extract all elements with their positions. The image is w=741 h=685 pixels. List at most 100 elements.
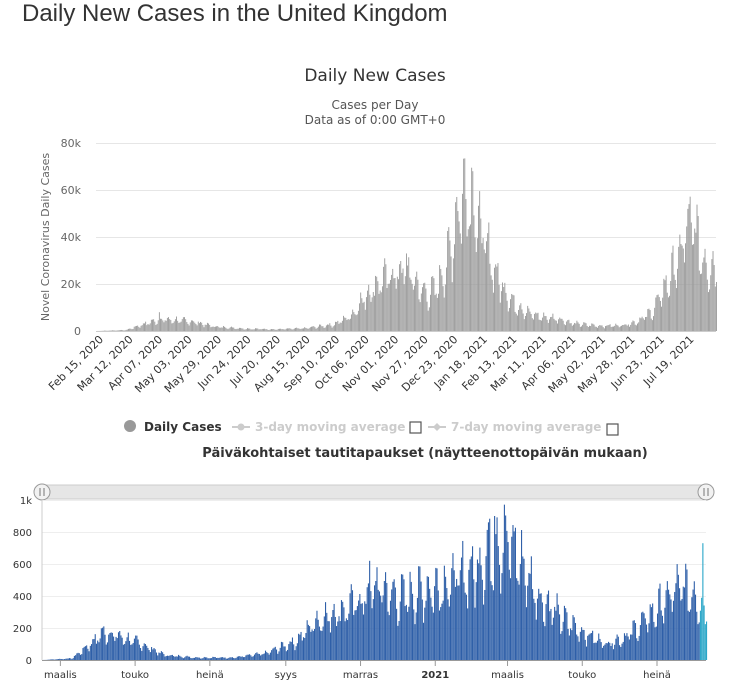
bar [439, 265, 441, 331]
bar [369, 294, 371, 331]
bar [381, 602, 383, 660]
bar [142, 323, 144, 331]
bar [634, 324, 636, 331]
bar [484, 253, 486, 331]
bar [706, 279, 708, 331]
bar [423, 283, 425, 331]
bar [663, 278, 665, 331]
bar [434, 295, 436, 331]
bar [487, 233, 489, 331]
bar [166, 655, 169, 660]
bar [466, 236, 468, 331]
bar [261, 328, 263, 331]
checkbox-3-day-average[interactable] [409, 421, 422, 434]
navigator-right-handle[interactable] [697, 483, 715, 501]
bar [267, 329, 269, 331]
bar [282, 642, 284, 660]
bar [644, 618, 646, 660]
bar [431, 606, 433, 660]
checkbox-7-day-average[interactable] [606, 423, 619, 436]
bar [458, 221, 460, 331]
bar [501, 573, 503, 660]
bar [600, 642, 602, 660]
bar [545, 604, 547, 660]
navigator-left-handle[interactable] [33, 483, 51, 501]
bar [264, 650, 267, 660]
bar [365, 603, 367, 660]
bar [400, 260, 402, 331]
bar [502, 282, 504, 331]
bar [615, 638, 617, 660]
bar [554, 606, 556, 660]
legend-item-3-day-average[interactable]: 3-day moving average [232, 420, 405, 434]
bar [192, 657, 194, 660]
bar [160, 318, 161, 331]
bar [268, 654, 270, 660]
bar [322, 626, 324, 660]
bar [653, 621, 655, 660]
bar [174, 319, 176, 331]
bar [676, 564, 678, 660]
bar [328, 621, 330, 660]
bar [694, 228, 696, 331]
bar [140, 325, 142, 331]
bar [339, 621, 341, 660]
bar [541, 602, 543, 660]
bar [603, 328, 605, 331]
bar [464, 158, 466, 331]
bar [206, 657, 208, 660]
bar [195, 657, 197, 660]
bar [573, 324, 574, 331]
bar [507, 542, 509, 660]
bar [295, 646, 297, 660]
bar [675, 583, 677, 660]
bar [375, 581, 377, 660]
y-axis-ticks: 0 200 400 600 800 1k [13, 496, 32, 667]
bar [252, 656, 254, 660]
bar [649, 310, 651, 331]
bar [687, 208, 689, 331]
bar [650, 607, 652, 660]
bar [185, 319, 187, 331]
bar [470, 224, 471, 331]
daily-infections-chart: 0 200 400 600 800 1k maalis touko heinä syys marr… [13, 483, 715, 681]
bar [508, 307, 510, 331]
bar [623, 633, 626, 660]
bar [496, 517, 498, 660]
legend-item-7-day-average[interactable]: 7-day moving average [428, 420, 601, 434]
bar [148, 650, 150, 660]
bar [146, 325, 148, 331]
bar [600, 325, 602, 331]
bar [693, 581, 695, 660]
bar [670, 281, 672, 331]
bar [436, 297, 438, 331]
legend-item-daily-cases[interactable]: Daily Cases [124, 420, 222, 434]
bar [579, 631, 581, 660]
bar [72, 658, 74, 660]
bar [103, 626, 105, 660]
bar [264, 328, 266, 331]
bar [328, 324, 330, 331]
bar [276, 329, 278, 331]
bar [252, 329, 254, 331]
bar [348, 319, 350, 331]
bar [683, 262, 685, 331]
bar [171, 654, 173, 660]
bar [587, 327, 589, 331]
bar [99, 638, 101, 660]
bar [604, 644, 606, 660]
bar [685, 243, 687, 331]
bar [480, 565, 482, 660]
bar [235, 657, 237, 660]
navigator-track[interactable] [41, 484, 707, 500]
bar [172, 322, 174, 331]
bar [315, 328, 317, 331]
bar [179, 655, 181, 660]
bar [624, 324, 626, 331]
bar [497, 546, 499, 660]
bar [140, 648, 142, 660]
bar [228, 657, 230, 660]
bar [301, 328, 303, 331]
bar [420, 581, 422, 660]
bar [73, 655, 75, 660]
